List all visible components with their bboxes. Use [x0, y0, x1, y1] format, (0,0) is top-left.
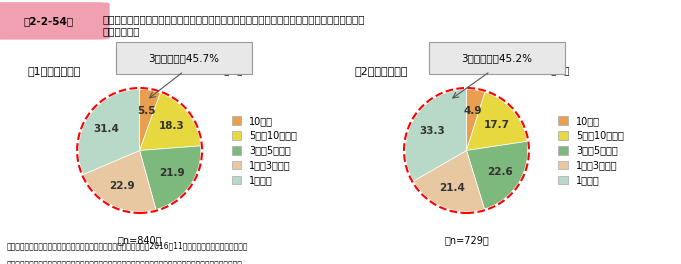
Wedge shape [466, 89, 485, 150]
Wedge shape [140, 89, 160, 150]
Legend: 10年超, 5年超10年以内, 3年超5年以内, 1年超3年以内, 1年以内: 10年超, 5年超10年以内, 3年超5年以内, 1年超3年以内, 1年以内 [556, 113, 627, 188]
Text: 資料：中小企業庁委託「企業経営の継続に関するアンケート調査」（2016年11月、（株）東京商工リサーチ）: 資料：中小企業庁委託「企業経営の継続に関するアンケート調査」（2016年11月、… [7, 242, 249, 251]
Wedge shape [78, 89, 140, 175]
Text: 17.7: 17.7 [484, 120, 510, 130]
Legend: 10年超, 5年超10年以内, 3年超5年以内, 1年超3年以内, 1年以内: 10年超, 5年超10年以内, 3年超5年以内, 1年超3年以内, 1年以内 [229, 113, 300, 188]
Text: 21.4: 21.4 [439, 182, 465, 192]
Text: 3年超の割合45.7%: 3年超の割合45.7% [148, 53, 219, 63]
Wedge shape [140, 93, 201, 150]
Text: 22.9: 22.9 [110, 181, 135, 191]
Text: （n=729）: （n=729） [444, 235, 489, 245]
Text: 4.9: 4.9 [463, 106, 482, 116]
Text: 31.4: 31.4 [93, 124, 119, 134]
Wedge shape [413, 150, 484, 212]
Text: 5.5: 5.5 [137, 106, 156, 116]
Text: 33.3: 33.3 [419, 126, 445, 136]
FancyBboxPatch shape [0, 3, 109, 39]
Text: 第2-2-54図: 第2-2-54図 [24, 16, 74, 26]
Text: （%）: （%） [224, 66, 243, 75]
Wedge shape [405, 89, 466, 181]
Text: （1）小規模法人: （1）小規模法人 [27, 66, 80, 76]
Text: 18.3: 18.3 [159, 121, 184, 131]
Wedge shape [140, 146, 201, 210]
Text: 3年超の割合45.2%: 3年超の割合45.2% [462, 53, 533, 63]
Text: （n=840）: （n=840） [117, 235, 162, 245]
Text: 後継者決定企業が、後継者の選定を始めてから了承を得るまでにかかった時間（小規模法人・
個人事業者）: 後継者決定企業が、後継者の選定を始めてから了承を得るまでにかかった時間（小規模法… [102, 15, 364, 36]
Text: 21.9: 21.9 [159, 168, 185, 178]
Wedge shape [83, 150, 156, 212]
Wedge shape [466, 92, 527, 150]
Text: 22.6: 22.6 [488, 167, 513, 177]
Text: （2）個人事業者: （2）個人事業者 [354, 66, 408, 76]
Wedge shape [466, 141, 528, 209]
FancyBboxPatch shape [429, 42, 565, 74]
FancyBboxPatch shape [116, 42, 252, 74]
Text: （注）経営を任せる後継者について「決まっている（後継者の了承を得ている）」と回答した者を集計している。: （注）経営を任せる後継者について「決まっている（後継者の了承を得ている）」と回答… [7, 261, 242, 264]
Text: （%）: （%） [551, 66, 570, 75]
